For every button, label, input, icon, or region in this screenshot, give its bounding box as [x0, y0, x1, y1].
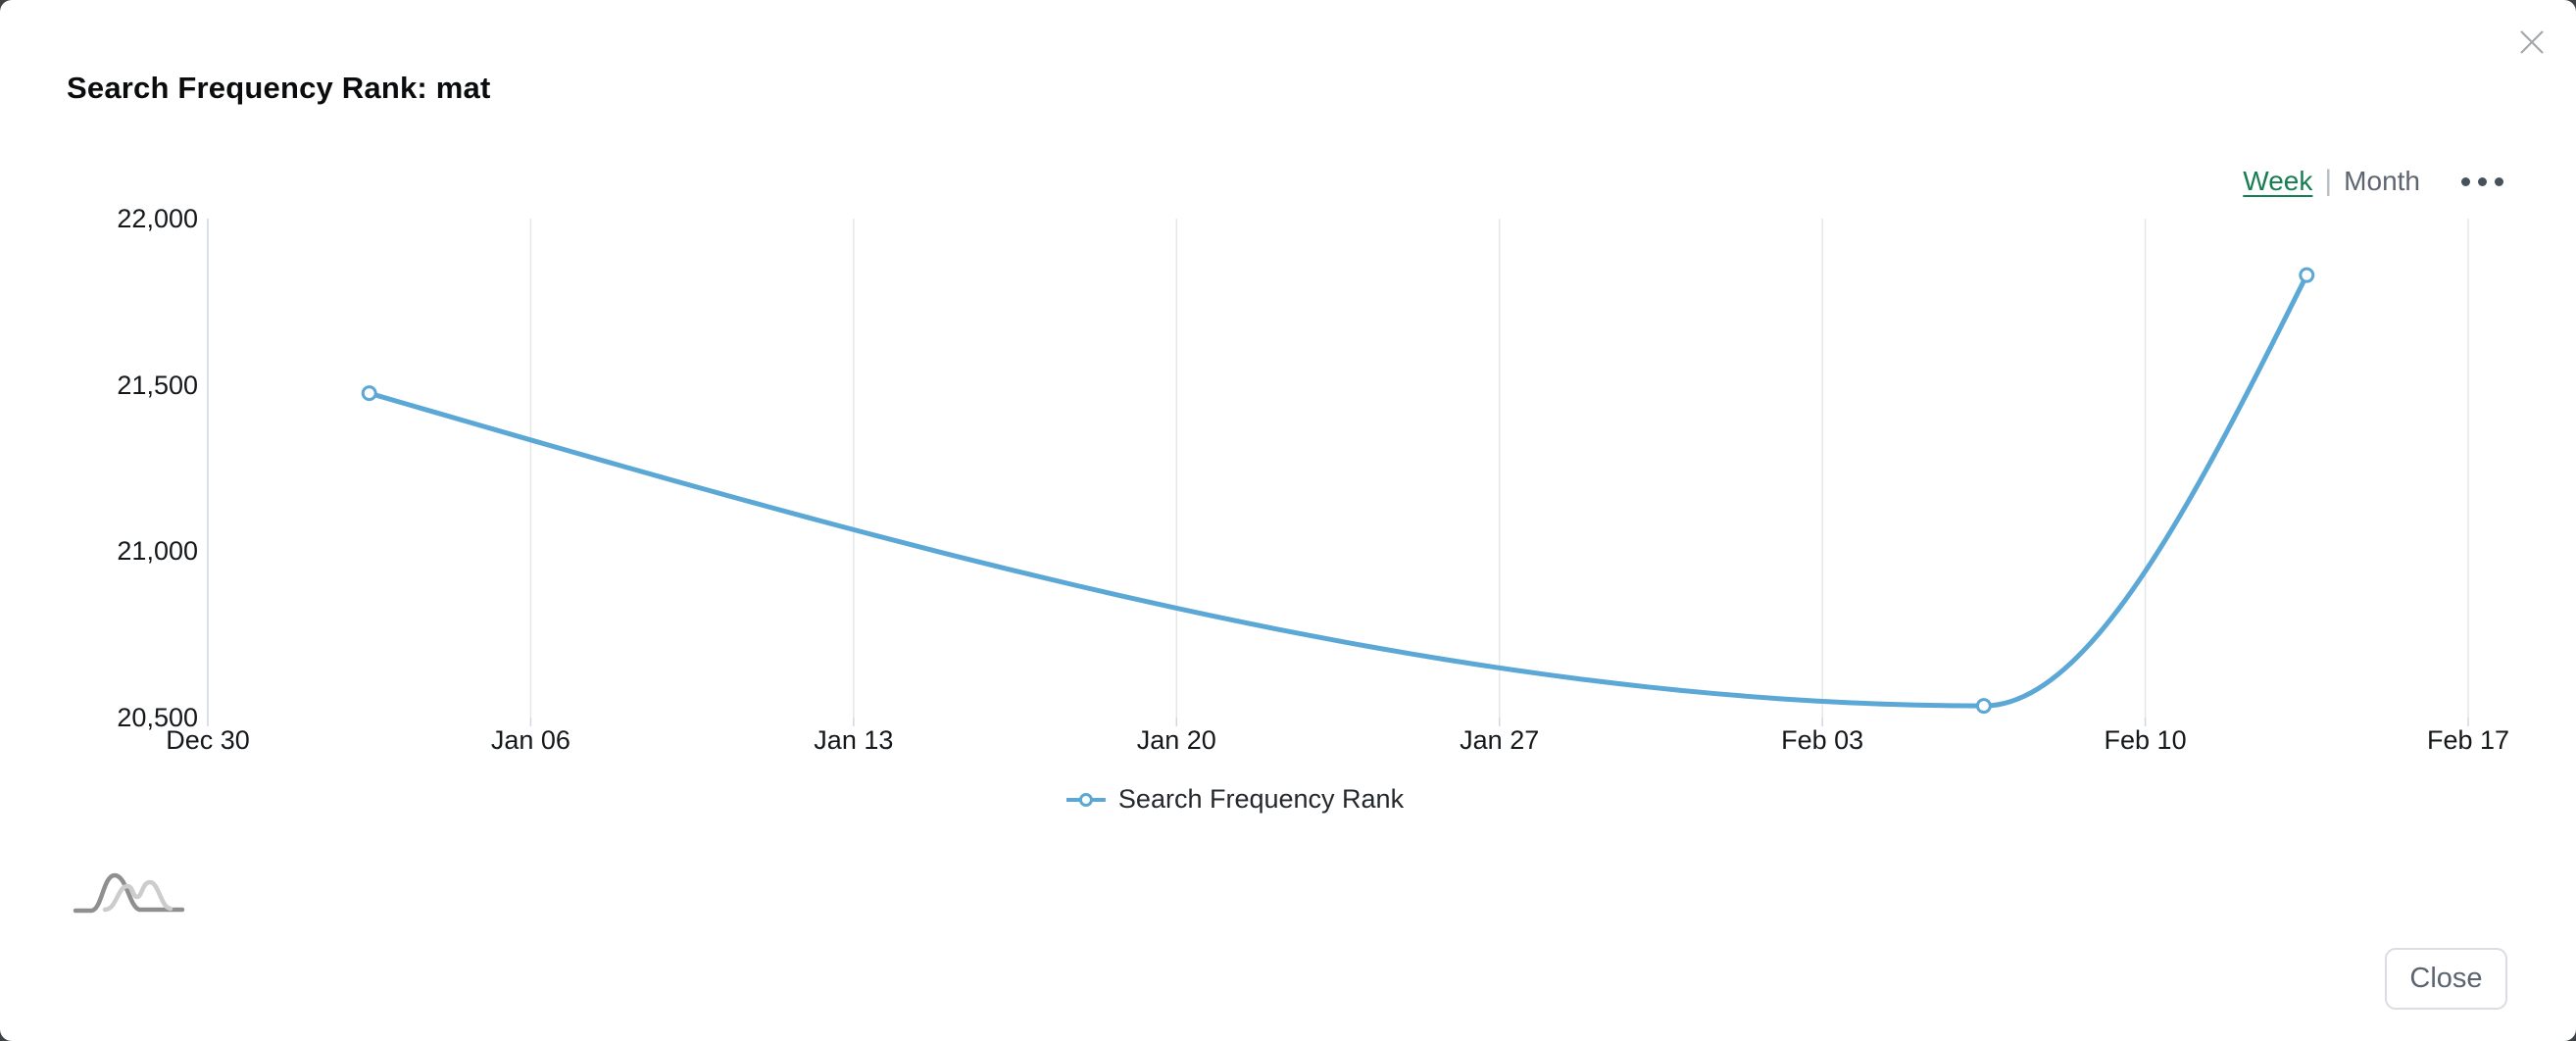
bell-curves-icon: [73, 872, 185, 914]
legend-line-marker-icon: [1065, 792, 1106, 807]
sparkline-logo: [73, 863, 186, 919]
close-icon[interactable]: [2509, 20, 2554, 65]
x-axis-label: Jan 13: [814, 725, 894, 755]
y-axis-label: 21,500: [117, 370, 198, 400]
legend-label: Search Frequency Rank: [1117, 784, 1405, 814]
ellipsis-icon: [2478, 176, 2487, 186]
modal-title: Search Frequency Rank: mat: [67, 71, 491, 105]
data-point-marker: [361, 385, 377, 402]
x-axis-label: Feb 17: [2426, 725, 2510, 755]
y-axis-label: 21,000: [117, 536, 198, 567]
x-axis-label: Feb 03: [1781, 725, 1864, 755]
y-axis-label: 20,500: [117, 703, 198, 732]
x-icon: [2520, 30, 2544, 54]
x-axis-label: Jan 06: [490, 725, 570, 755]
range-toolbar: Week | Month: [2243, 165, 2505, 198]
x-axis-label: Dec 30: [166, 725, 250, 755]
y-axis-label: 22,000: [117, 204, 198, 233]
x-axis-label: Feb 10: [2104, 725, 2187, 755]
data-point-marker: [1975, 698, 1992, 715]
ellipsis-icon: [2495, 176, 2503, 186]
context-menu-button[interactable]: [2459, 172, 2505, 192]
data-point-marker: [2299, 267, 2315, 283]
x-axis-label: Jan 20: [1136, 725, 1216, 755]
range-month-link[interactable]: Month: [2344, 166, 2420, 196]
range-separator: |: [2324, 165, 2333, 197]
close-button[interactable]: Close: [2385, 948, 2507, 1010]
series-line: [367, 273, 2309, 709]
ellipsis-icon: [2461, 176, 2470, 186]
x-axis-label: Jan 27: [1460, 725, 1540, 755]
range-week-link[interactable]: Week: [2243, 166, 2313, 196]
legend-item[interactable]: Search Frequency Rank: [1065, 784, 1405, 815]
